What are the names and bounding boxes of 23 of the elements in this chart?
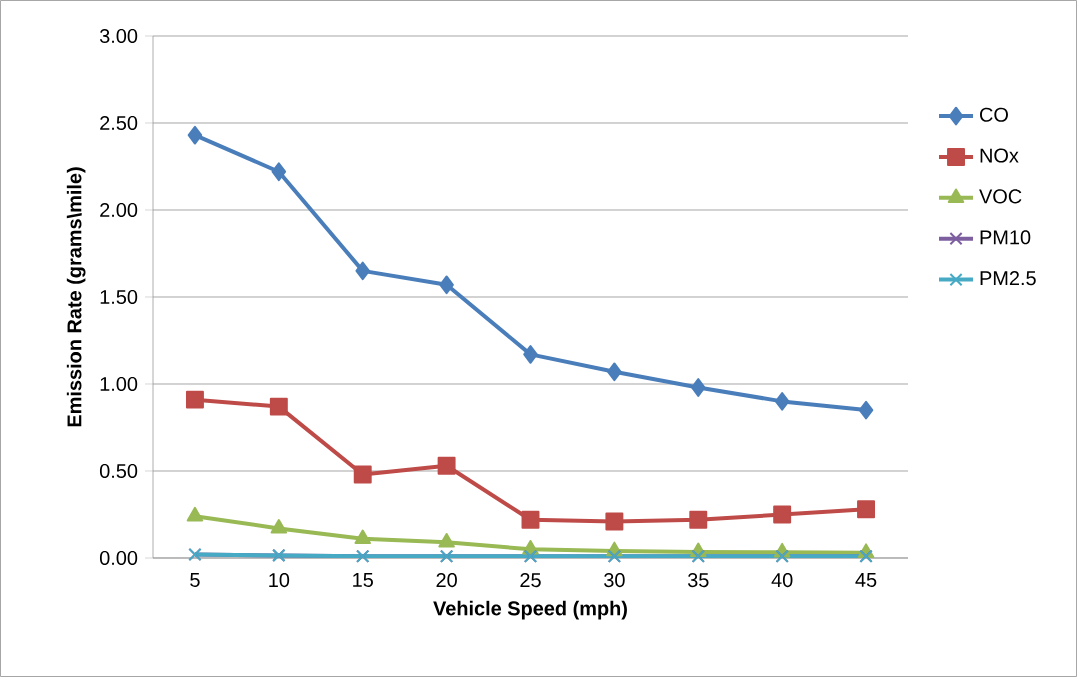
y-axis-title: Emission Rate (grams\mile): [66, 167, 86, 427]
y-tick-label: 1.50: [100, 289, 138, 305]
legend-label: NOx: [980, 148, 1019, 163]
y-tick-label: 0.50: [99, 463, 138, 479]
x-tick-label: 15: [353, 573, 373, 587]
y-tick-label: 1.00: [100, 376, 138, 392]
x-tick-label: 10: [269, 573, 290, 588]
x-tick-label: 45: [855, 573, 877, 587]
legend-label: PM10: [980, 230, 1031, 245]
x-tick-label: 5: [190, 573, 200, 587]
y-tick-label: 2.00: [100, 202, 138, 218]
y-tick-label: 0.00: [99, 550, 138, 566]
y-tick-label: 2.50: [100, 115, 138, 131]
legend-label: PM2.5: [980, 271, 1036, 286]
x-tick-label: 20: [436, 573, 457, 588]
legend-label: CO: [980, 107, 1008, 122]
x-tick-label: 40: [771, 573, 793, 588]
x-tick-label: 30: [604, 573, 625, 588]
x-tick-label: 35: [687, 573, 709, 588]
x-tick-label: 25: [520, 573, 541, 588]
legend-label: VOC: [979, 189, 1022, 204]
x-axis-title: Vehicle Speed (mph): [433, 600, 627, 620]
y-tick-label: 3.00: [99, 28, 138, 44]
